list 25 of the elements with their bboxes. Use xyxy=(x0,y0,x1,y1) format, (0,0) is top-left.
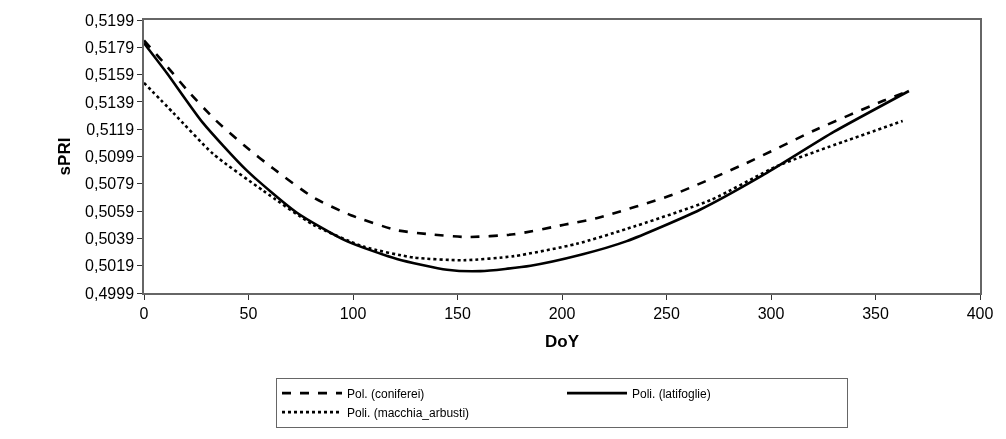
y-axis-title: sPRI xyxy=(55,137,75,176)
x-tick-label: 250 xyxy=(653,304,680,322)
x-tick-label: 200 xyxy=(548,304,576,322)
y-tick-label: 0,4999 xyxy=(85,284,135,302)
y-tick-label: 0,5179 xyxy=(85,38,135,56)
x-tick-label: 400 xyxy=(966,304,994,322)
y-tick-label: 0,5099 xyxy=(85,148,135,166)
y-tick-label: 0,5079 xyxy=(85,175,135,193)
x-tick-label: 300 xyxy=(757,304,785,322)
y-tick-label: 0,5039 xyxy=(85,230,135,247)
x-tick-label: 150 xyxy=(444,304,471,322)
x-tick-label: 350 xyxy=(862,304,889,322)
x-tick-label: 50 xyxy=(239,304,258,322)
y-tick-label: 0,5019 xyxy=(85,257,135,275)
x-tick-label: 100 xyxy=(339,304,367,322)
x-axis-title: DoY xyxy=(545,331,580,351)
legend-label: Poli. (macchia_arbusti) xyxy=(347,405,470,420)
legend-label: Poli. (latifoglie) xyxy=(632,386,711,401)
y-tick-label: 0,5059 xyxy=(85,202,135,220)
y-tick-label: 0,5119 xyxy=(86,120,135,138)
y-tick-label: 0,5199 xyxy=(85,11,135,29)
y-tick-label: 0,5159 xyxy=(85,66,135,84)
x-tick-label: 0 xyxy=(139,304,149,322)
legend-label: Pol. (coniferei) xyxy=(347,386,425,401)
y-tick-label: 0,5139 xyxy=(85,93,135,111)
